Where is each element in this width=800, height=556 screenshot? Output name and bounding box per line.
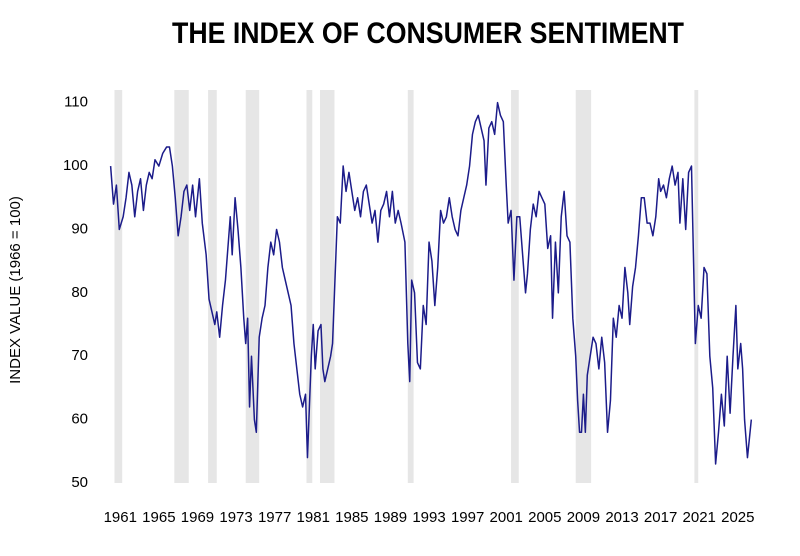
y-tick-label: 90 — [71, 220, 88, 237]
x-tick-label: 2005 — [528, 509, 561, 526]
x-tick-label: 2009 — [567, 509, 600, 526]
x-tick-label: 1985 — [335, 509, 368, 526]
x-tick-label: 1981 — [297, 509, 330, 526]
x-tick-label: 1969 — [181, 509, 214, 526]
recession-band — [306, 90, 313, 483]
x-tick-label: 1977 — [258, 509, 291, 526]
x-tick-label: 2021 — [683, 509, 716, 526]
recession-band — [320, 90, 335, 483]
y-tick-label: 70 — [71, 347, 88, 364]
y-axis-label: INDEX VALUE (1966 = 100) — [7, 196, 24, 384]
recession-band — [114, 90, 123, 483]
recession-band — [575, 90, 592, 483]
chart-title: THE INDEX OF CONSUMER SENTIMENT — [172, 17, 684, 50]
x-tick-label: 2001 — [490, 509, 523, 526]
y-tick-label: 60 — [71, 411, 88, 428]
x-tick-label: 1961 — [104, 509, 137, 526]
recession-band — [208, 90, 217, 483]
y-tick-label: 80 — [71, 284, 88, 301]
y-tick-label: 110 — [64, 94, 88, 111]
x-tick-label: 1993 — [412, 509, 445, 526]
x-tick-label: 1989 — [374, 509, 407, 526]
x-tick-label: 1973 — [219, 509, 252, 526]
x-tick-label: 1997 — [451, 509, 484, 526]
x-tick-label: 2025 — [721, 509, 754, 526]
x-tick-label: 2013 — [605, 509, 638, 526]
recession-band — [694, 90, 699, 483]
x-tick-label: 1965 — [142, 509, 175, 526]
recession-band — [511, 90, 519, 483]
y-tick-label: 50 — [71, 474, 88, 491]
x-tick-label: 2017 — [644, 509, 677, 526]
recession-band — [407, 90, 414, 483]
sentiment-line — [109, 101, 753, 465]
recession-band — [174, 90, 189, 483]
y-tick-label: 100 — [63, 157, 88, 174]
